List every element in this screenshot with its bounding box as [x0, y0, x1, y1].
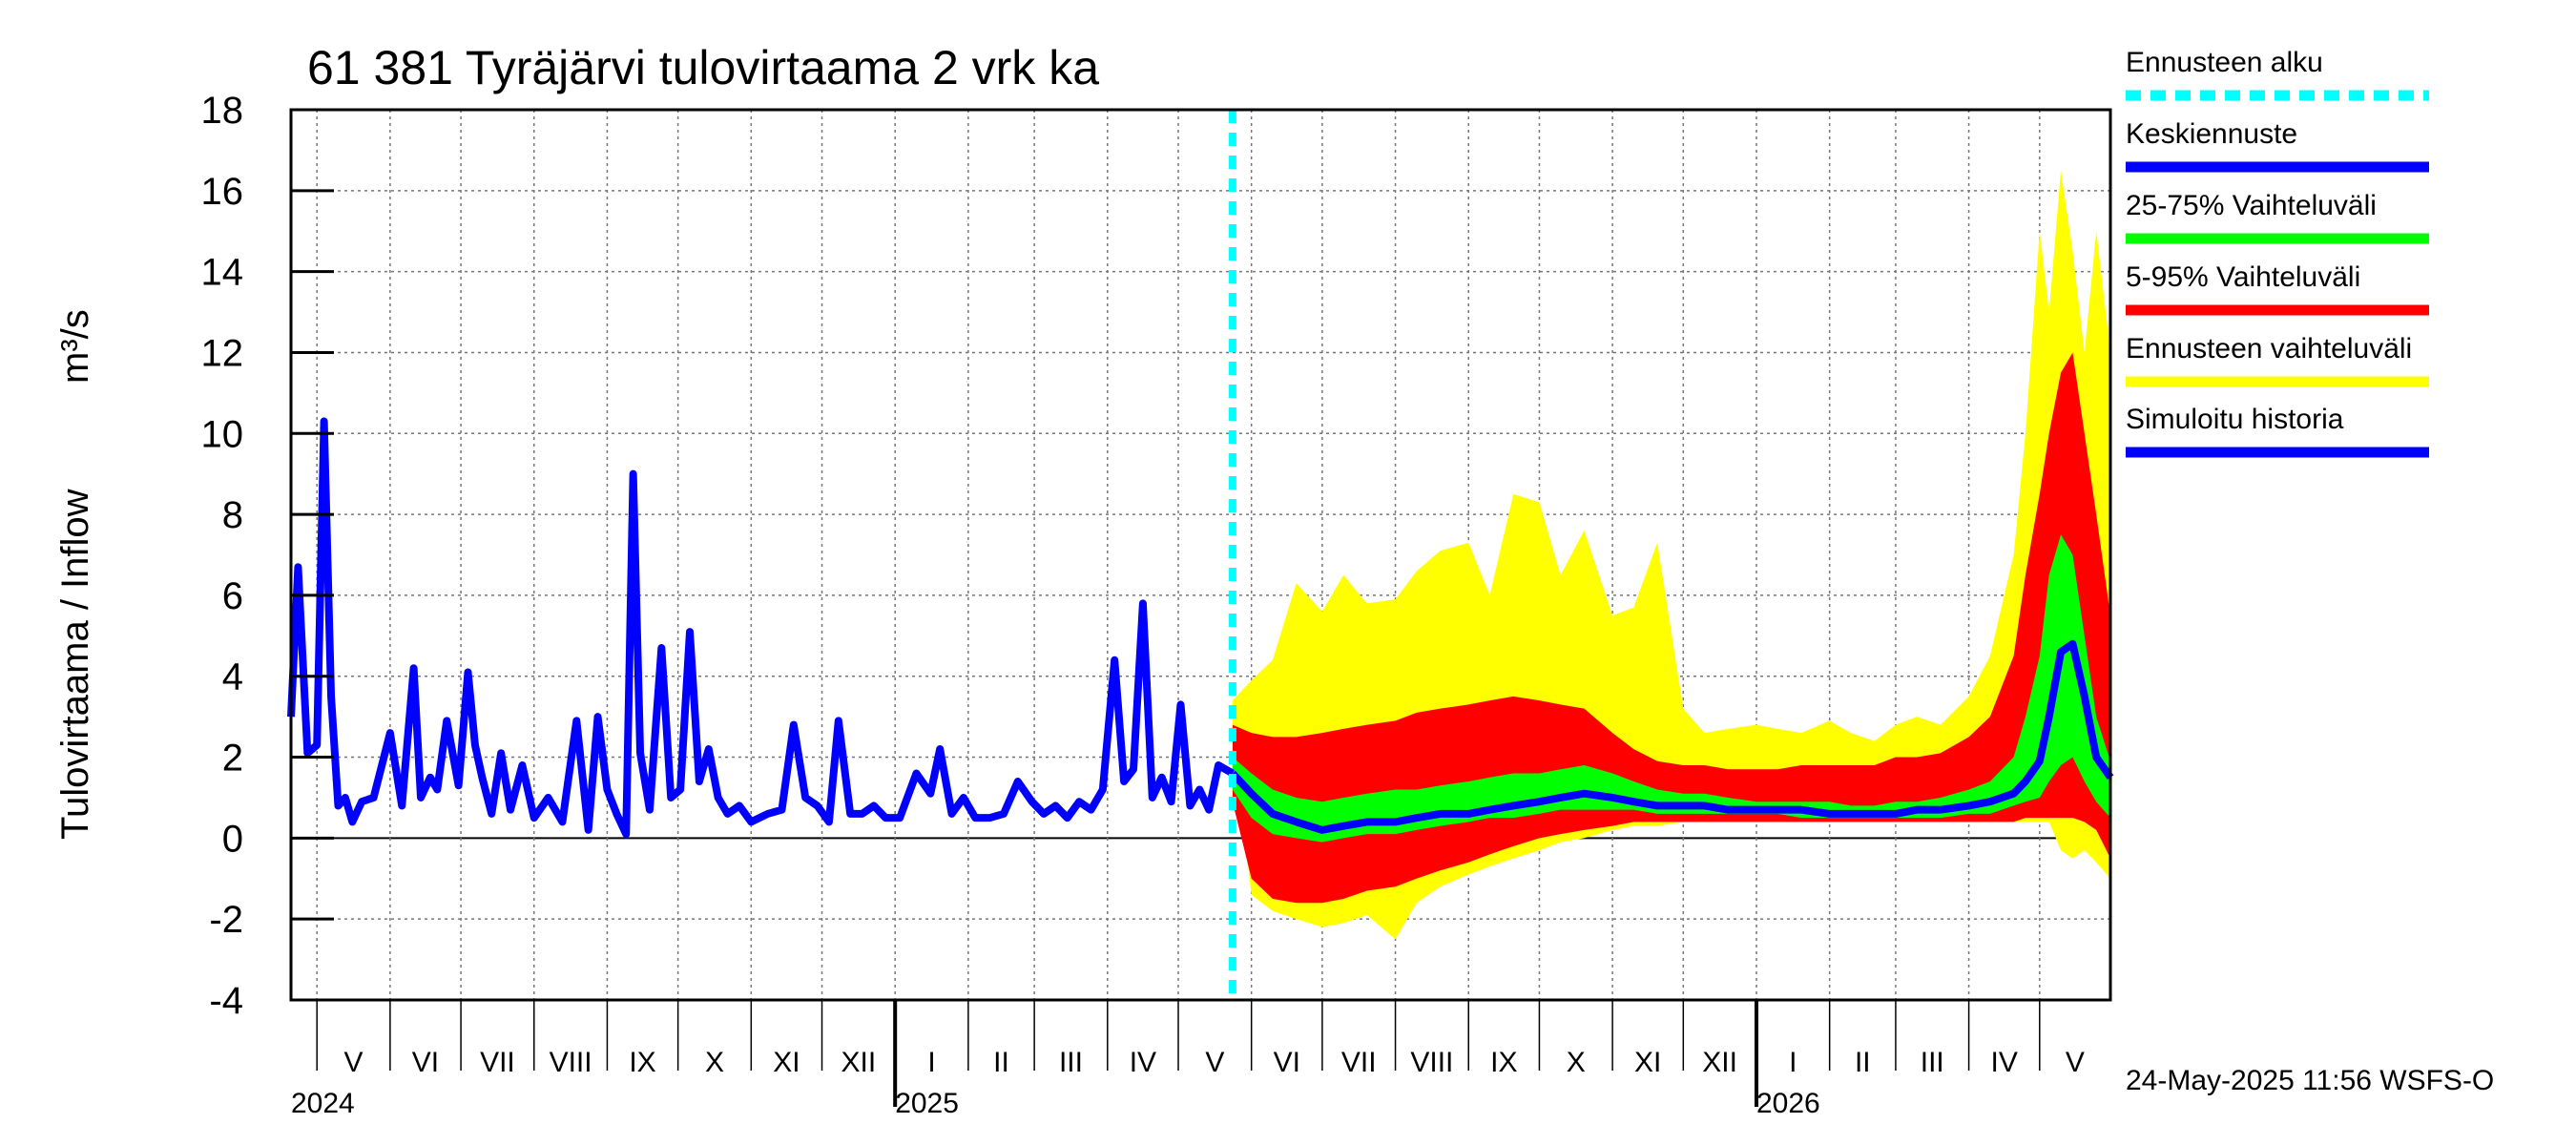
x-year-label: 2025 — [895, 1088, 959, 1119]
y-tick-label: 6 — [222, 575, 243, 617]
x-month-label: V — [2066, 1047, 2085, 1078]
x-month-label: VI — [412, 1047, 439, 1078]
legend-label: Ennusteen vaihteluväli — [2126, 333, 2412, 364]
x-month-label: I — [927, 1047, 935, 1078]
x-month-label: XI — [1634, 1047, 1661, 1078]
x-month-label: VI — [1274, 1047, 1300, 1078]
y-tick-label: -4 — [209, 980, 243, 1022]
x-month-label: VII — [480, 1047, 515, 1078]
simulated-history-line — [287, 417, 1235, 839]
x-month-label: III — [1921, 1047, 1944, 1078]
x-month-label: VIII — [550, 1047, 592, 1078]
legend-label: 5-95% Vaihteluväli — [2126, 261, 2360, 293]
chart-title: 61 381 Tyräjärvi tulovirtaama 2 vrk ka — [307, 41, 1099, 94]
x-month-label: II — [1855, 1047, 1871, 1078]
legend-label: Ennusteen alku — [2126, 47, 2323, 78]
y-axis-label: Tulovirtaama / Inflow — [54, 489, 96, 840]
x-month-label: IV — [1130, 1047, 1156, 1078]
x-month-label: III — [1059, 1047, 1083, 1078]
x-month-label: I — [1789, 1047, 1797, 1078]
x-month-label: XII — [1702, 1047, 1737, 1078]
x-month-label: IV — [1991, 1047, 2018, 1078]
y-tick-label: 12 — [201, 332, 244, 374]
x-year-label: 2026 — [1756, 1088, 1820, 1119]
y-tick-label: 4 — [222, 656, 243, 698]
x-month-label: VII — [1341, 1047, 1377, 1078]
footer-timestamp: 24-May-2025 11:56 WSFS-O — [2126, 1065, 2494, 1096]
legend-label: 25-75% Vaihteluväli — [2126, 190, 2377, 221]
x-month-label: VIII — [1410, 1047, 1453, 1078]
x-month-label: X — [1567, 1047, 1586, 1078]
x-month-label: XII — [841, 1047, 877, 1078]
legend-label: Keskiennuste — [2126, 118, 2297, 150]
y-axis-label-group: Tulovirtaama / Inflow m³/s — [54, 309, 96, 840]
y-tick-label: 2 — [222, 738, 243, 780]
x-month-label: IX — [629, 1047, 655, 1078]
grid-lines — [291, 109, 2110, 1001]
x-month-label: IX — [1490, 1047, 1517, 1078]
x-month-label: II — [993, 1047, 1009, 1078]
band-5-95 — [1232, 352, 2110, 904]
y-tick-label: 18 — [201, 90, 244, 132]
x-year-label: 2024 — [291, 1088, 355, 1119]
y-tick-label: 14 — [201, 252, 244, 294]
x-month-label: X — [705, 1047, 724, 1078]
median-forecast-line — [1229, 639, 2114, 834]
y-tick-label: 0 — [222, 818, 243, 860]
band-25-75 — [1232, 534, 2110, 843]
y-tick-label: 16 — [201, 171, 244, 213]
y-tick-label: 8 — [222, 494, 243, 536]
y-tick-label: 10 — [201, 413, 244, 455]
series-lines — [287, 110, 2114, 1000]
x-month-label: V — [1205, 1047, 1224, 1078]
y-tick-label: -2 — [209, 899, 243, 941]
plot-frame — [289, 108, 2112, 1002]
legend-label: Simuloitu historia — [2126, 404, 2344, 435]
x-month-label: XI — [773, 1047, 800, 1078]
x-month-label: V — [344, 1047, 364, 1078]
forecast-bands — [1232, 170, 2110, 940]
y-axis-unit: m³/s — [54, 309, 96, 384]
legend: Ennusteen alku Keskiennuste 25-75% Vaihtel… — [2126, 47, 2429, 458]
